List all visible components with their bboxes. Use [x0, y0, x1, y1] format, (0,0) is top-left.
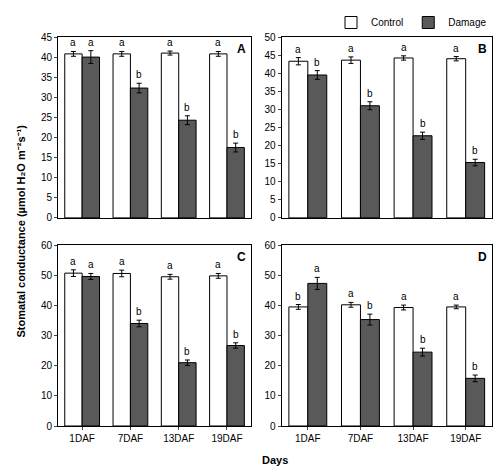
- svg-text:a: a: [295, 44, 301, 55]
- svg-text:50: 50: [41, 270, 53, 281]
- svg-text:Stomatal conductance (µmol H₂O: Stomatal conductance (µmol H₂O m⁻²s⁻¹): [15, 125, 27, 338]
- svg-text:30: 30: [41, 92, 53, 103]
- svg-text:20: 20: [264, 360, 276, 371]
- svg-text:30: 30: [264, 330, 276, 341]
- svg-text:b: b: [184, 346, 190, 357]
- svg-text:C: C: [237, 250, 246, 264]
- svg-text:40: 40: [264, 300, 276, 311]
- svg-text:a: a: [348, 43, 354, 54]
- svg-text:10: 10: [41, 172, 53, 183]
- svg-text:a: a: [88, 259, 94, 270]
- svg-text:1DAF: 1DAF: [295, 433, 321, 444]
- svg-text:Days: Days: [262, 454, 288, 466]
- svg-text:15: 15: [264, 158, 276, 169]
- svg-text:35: 35: [264, 86, 276, 97]
- svg-text:b: b: [420, 118, 426, 129]
- svg-text:b: b: [184, 102, 190, 113]
- svg-text:13DAF: 13DAF: [163, 433, 194, 444]
- svg-text:a: a: [70, 256, 76, 267]
- svg-text:b: b: [136, 306, 142, 317]
- svg-text:0: 0: [46, 212, 52, 223]
- svg-text:45: 45: [41, 32, 53, 43]
- svg-text:b: b: [295, 291, 301, 302]
- svg-text:25: 25: [264, 122, 276, 133]
- svg-text:A: A: [237, 42, 246, 56]
- svg-text:60: 60: [41, 240, 53, 251]
- svg-text:0: 0: [270, 421, 276, 432]
- svg-text:5: 5: [46, 192, 52, 203]
- svg-text:B: B: [478, 42, 487, 56]
- svg-text:a: a: [167, 37, 173, 48]
- svg-text:a: a: [453, 291, 459, 302]
- svg-text:5: 5: [270, 194, 276, 205]
- svg-text:a: a: [167, 260, 173, 271]
- svg-text:b: b: [233, 329, 239, 340]
- svg-text:a: a: [70, 37, 76, 48]
- svg-text:a: a: [119, 37, 125, 48]
- svg-text:0: 0: [270, 212, 276, 223]
- svg-text:45: 45: [264, 50, 276, 61]
- svg-text:15: 15: [41, 152, 53, 163]
- svg-text:19DAF: 19DAF: [450, 433, 481, 444]
- svg-text:30: 30: [264, 104, 276, 115]
- svg-text:50: 50: [264, 32, 276, 43]
- svg-text:b: b: [233, 129, 239, 140]
- svg-text:25: 25: [41, 112, 53, 123]
- svg-text:10: 10: [41, 390, 53, 401]
- svg-text:a: a: [348, 288, 354, 299]
- svg-text:10: 10: [264, 390, 276, 401]
- svg-text:19DAF: 19DAF: [211, 433, 242, 444]
- svg-text:40: 40: [41, 52, 53, 63]
- svg-text:D: D: [478, 250, 487, 264]
- svg-text:20: 20: [41, 360, 53, 371]
- svg-text:60: 60: [264, 240, 276, 251]
- svg-text:a: a: [401, 291, 407, 302]
- svg-text:a: a: [215, 37, 221, 48]
- svg-text:13DAF: 13DAF: [398, 433, 429, 444]
- svg-text:Damage: Damage: [448, 17, 486, 28]
- svg-text:Control: Control: [371, 17, 403, 28]
- svg-text:35: 35: [41, 72, 53, 83]
- svg-text:a: a: [453, 43, 459, 54]
- svg-text:a: a: [314, 263, 320, 274]
- svg-text:10: 10: [264, 176, 276, 187]
- svg-text:20: 20: [41, 132, 53, 143]
- svg-text:7DAF: 7DAF: [118, 433, 144, 444]
- svg-text:a: a: [401, 42, 407, 53]
- svg-text:b: b: [472, 361, 478, 372]
- svg-text:0: 0: [46, 421, 52, 432]
- svg-text:40: 40: [264, 68, 276, 79]
- svg-text:1DAF: 1DAF: [69, 433, 95, 444]
- svg-text:a: a: [215, 259, 221, 270]
- svg-text:b: b: [472, 145, 478, 156]
- svg-text:20: 20: [264, 140, 276, 151]
- svg-text:b: b: [420, 334, 426, 345]
- svg-text:a: a: [119, 256, 125, 267]
- svg-text:b: b: [367, 88, 373, 99]
- svg-text:30: 30: [41, 330, 53, 341]
- svg-text:40: 40: [41, 300, 53, 311]
- svg-text:b: b: [314, 57, 320, 68]
- svg-text:50: 50: [264, 270, 276, 281]
- svg-text:7DAF: 7DAF: [348, 433, 374, 444]
- svg-text:b: b: [367, 300, 373, 311]
- svg-text:a: a: [88, 37, 94, 48]
- svg-text:b: b: [136, 69, 142, 80]
